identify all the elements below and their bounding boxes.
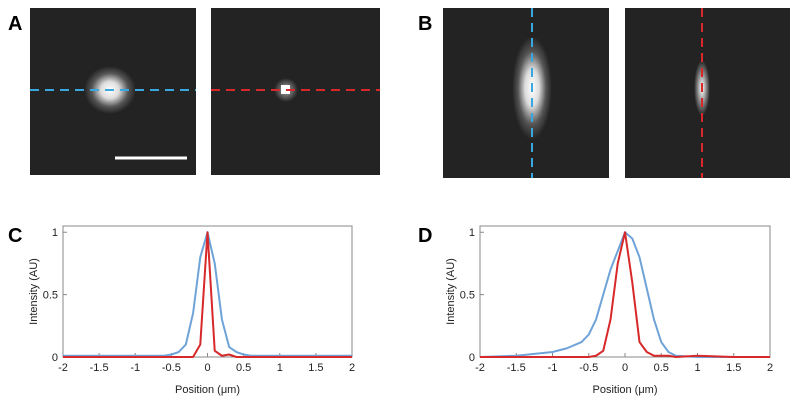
line-series (479, 231, 770, 358)
x-tick-label: 0.5 (236, 362, 251, 374)
y-tick-label: 0.5 (460, 290, 475, 302)
panel-label: C (8, 225, 22, 247)
y-tick-label: 0.5 (43, 290, 58, 302)
micrograph (211, 8, 380, 175)
x-tick-label: -0.5 (162, 362, 181, 374)
x-tick-label: -0.5 (579, 362, 598, 374)
x-tick-label: -1 (548, 362, 558, 374)
line-series (63, 231, 352, 358)
y-tick-label: 1 (469, 227, 475, 239)
x-tick-label: -2 (58, 362, 68, 374)
x-tick-label: 0 (622, 362, 628, 374)
x-tick-label: 1 (277, 362, 283, 374)
x-tick-label: -1.5 (507, 362, 526, 374)
panel-label: D (418, 225, 432, 247)
x-tick-label: 1 (694, 362, 700, 374)
panel-label: A (8, 13, 22, 35)
micrograph (30, 8, 196, 175)
x-tick-label: 0 (204, 362, 210, 374)
micrograph (625, 8, 790, 178)
y-tick-label: 0 (469, 352, 475, 364)
x-axis-label: Position (μm) (592, 384, 657, 396)
x-tick-label: -1.5 (90, 362, 109, 374)
x-tick-label: 1.5 (726, 362, 741, 374)
x-axis-label: Position (μm) (175, 384, 240, 396)
x-tick-label: -2 (475, 362, 485, 374)
y-tick-label: 1 (52, 227, 58, 239)
x-tick-label: 2 (767, 362, 773, 374)
panel-label: B (418, 13, 432, 35)
y-tick-label: 0 (52, 352, 58, 364)
x-tick-label: 0.5 (654, 362, 669, 374)
line-series (63, 231, 352, 357)
y-axis-label: Intensity (AU) (445, 258, 457, 325)
y-axis-label: Intensity (AU) (28, 258, 40, 325)
x-tick-label: 2 (349, 362, 355, 374)
micrograph (443, 8, 609, 178)
x-tick-label: 1.5 (308, 362, 323, 374)
x-tick-label: -1 (130, 362, 140, 374)
line-series (480, 231, 770, 358)
axes-frame (479, 225, 771, 358)
